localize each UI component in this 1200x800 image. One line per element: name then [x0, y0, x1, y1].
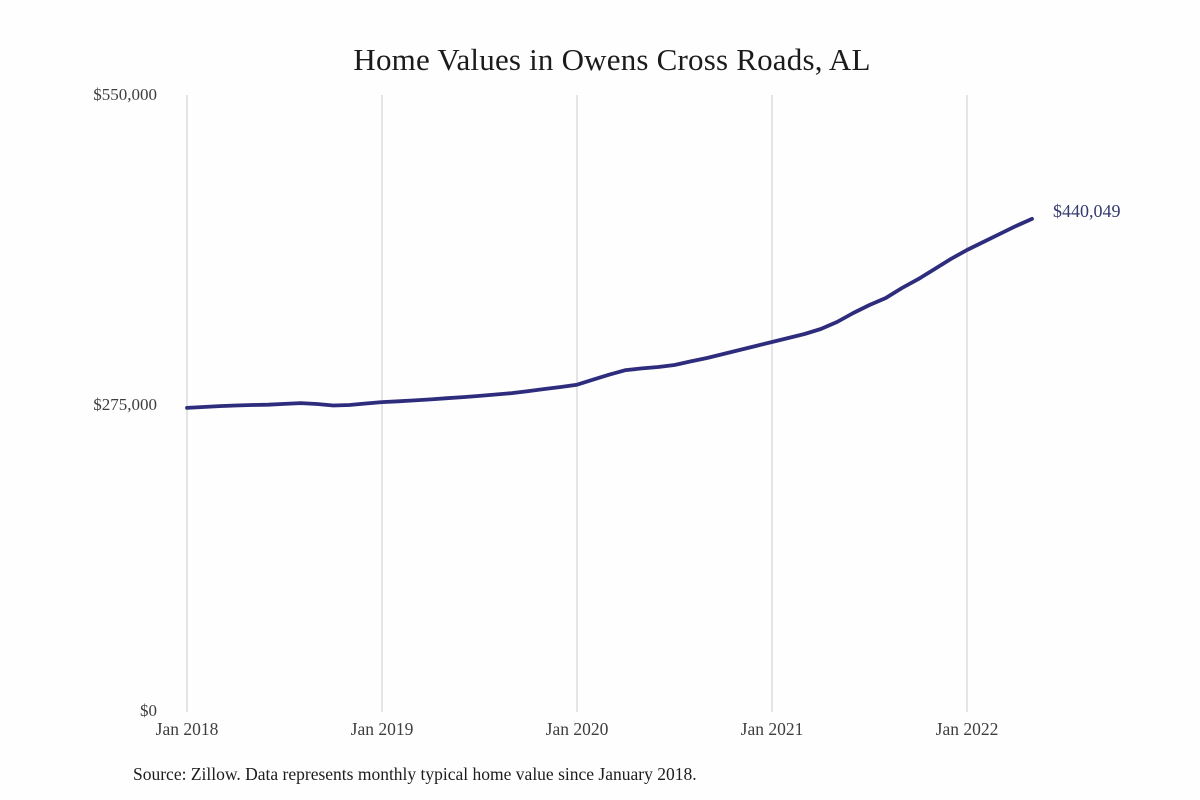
x-tick-jan-2020: Jan 2020	[545, 719, 609, 739]
x-tick-jan-2018: Jan 2018	[155, 719, 219, 739]
source-note: Source: Zillow. Data represents monthly …	[133, 764, 697, 784]
x-tick-jan-2019: Jan 2019	[350, 719, 414, 739]
chart-title: Home Values in Owens Cross Roads, AL	[353, 42, 871, 77]
y-tick-275000: $275,000	[93, 395, 157, 414]
x-tick-jan-2022: Jan 2022	[935, 719, 999, 739]
last-point-value-label: $440,049	[1053, 200, 1121, 221]
home-value-line-series	[185, 217, 1034, 410]
y-tick-0: $0	[140, 701, 157, 720]
y-tick-550000: $550,000	[93, 85, 157, 104]
x-tick-jan-2021: Jan 2021	[740, 719, 804, 739]
